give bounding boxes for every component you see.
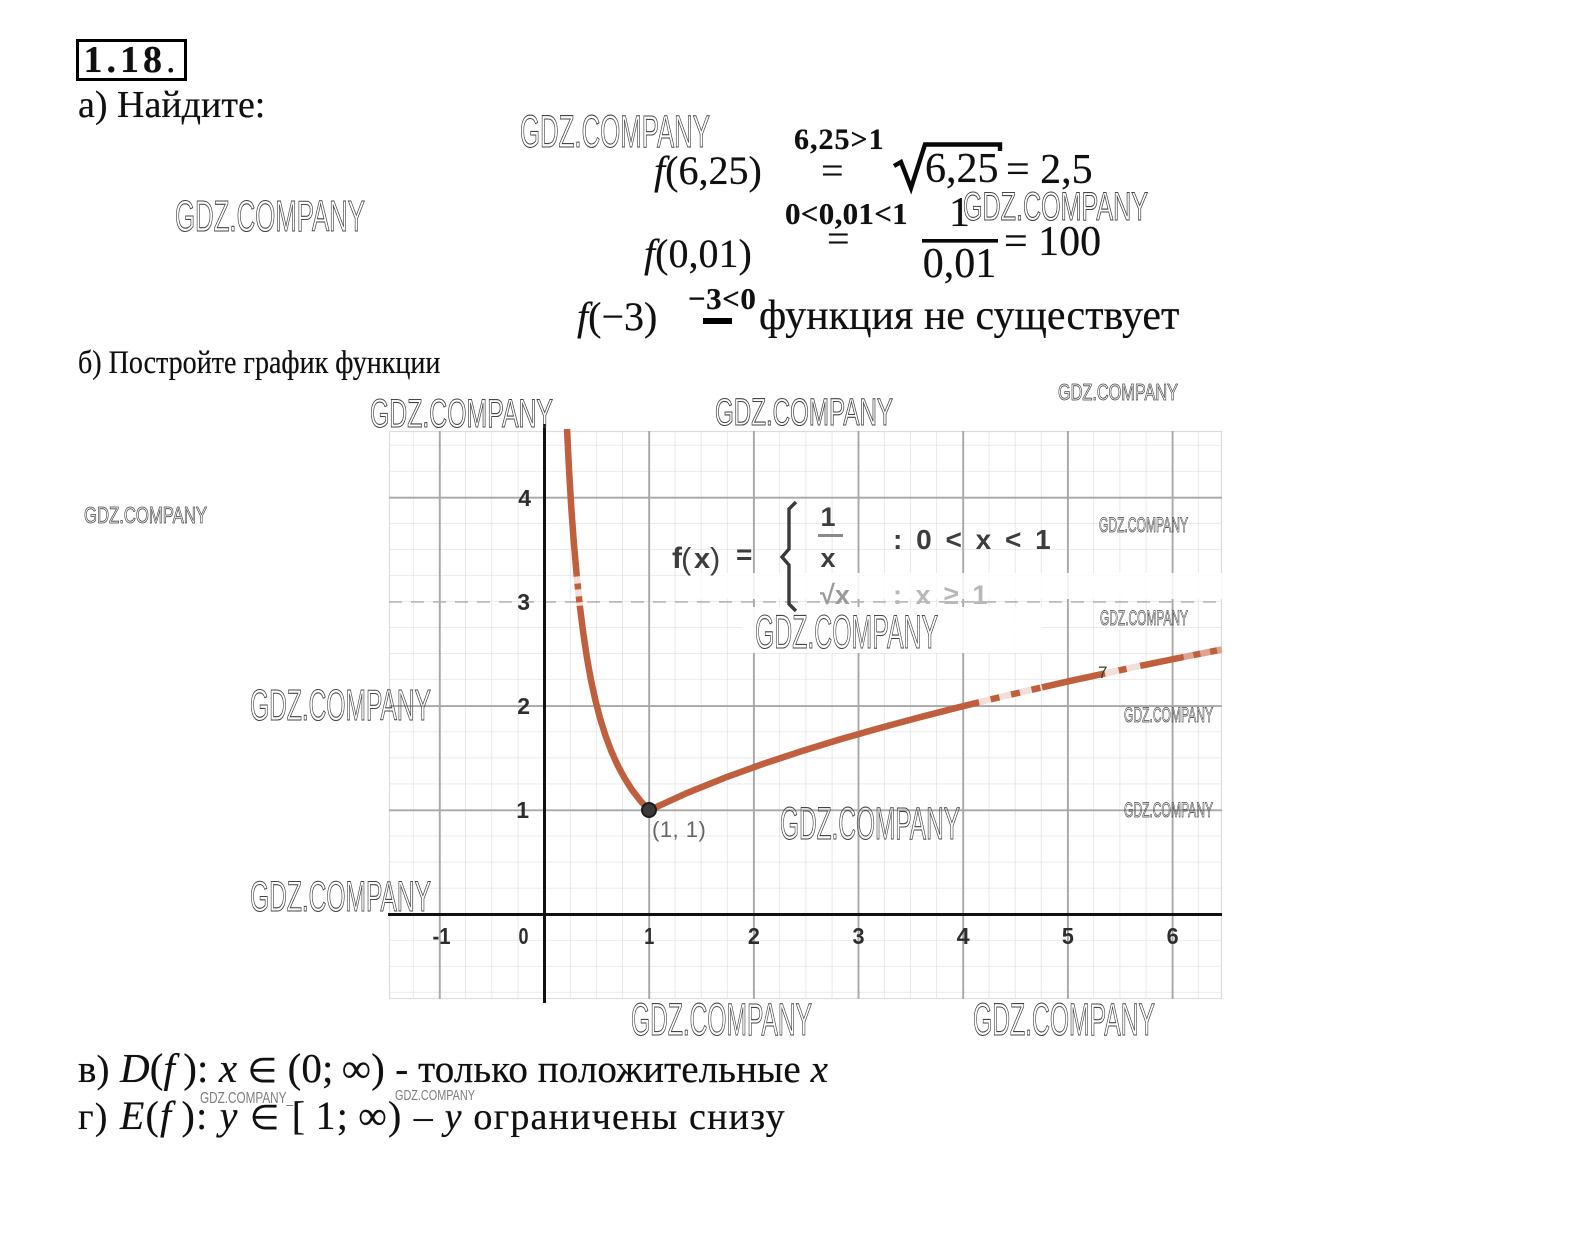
svg-text:GDZ.COMPANY: GDZ.COMPANY xyxy=(395,1087,475,1104)
svg-text:√x: √x xyxy=(820,580,850,610)
svg-text:: x ≥ 1: : x ≥ 1 xyxy=(893,580,990,610)
svg-text:GDZ.COMPANY: GDZ.COMPANY xyxy=(175,192,365,241)
svg-text:-1: -1 xyxy=(433,923,451,949)
svg-text:GDZ.COMPANY: GDZ.COMPANY xyxy=(250,681,431,730)
svg-text:GDZ.COMPANY: GDZ.COMPANY xyxy=(755,605,938,658)
svg-text:GDZ.COMPANY: GDZ.COMPANY xyxy=(1058,379,1178,405)
svg-text:: 0 < x < 1: : 0 < x < 1 xyxy=(893,524,1054,555)
svg-text:GDZ.COMPANY_: GDZ.COMPANY_ xyxy=(200,1090,294,1107)
svg-text:GDZ.COMPANY: GDZ.COMPANY xyxy=(84,502,207,528)
svg-text:GDZ.COMPANY: GDZ.COMPANY xyxy=(715,392,893,434)
svg-text:4: 4 xyxy=(957,923,970,949)
svg-text:GDZ.COMPANY: GDZ.COMPANY xyxy=(1099,514,1188,537)
svg-text:1: 1 xyxy=(820,502,835,532)
svg-text:GDZ.COMPANY: GDZ.COMPANY xyxy=(250,873,431,921)
svg-text:1: 1 xyxy=(644,923,654,949)
svg-text:4: 4 xyxy=(518,485,531,511)
svg-text:GDZ.COMPANY: GDZ.COMPANY xyxy=(1124,704,1213,727)
svg-text:GDZ.COMPANY: GDZ.COMPANY xyxy=(973,994,1155,1045)
svg-text:GDZ.COMPANY: GDZ.COMPANY xyxy=(780,798,960,849)
svg-text:3: 3 xyxy=(853,923,865,949)
svg-text:6: 6 xyxy=(1167,923,1179,949)
svg-text:2: 2 xyxy=(748,923,760,949)
svg-text:GDZ.COMPANY: GDZ.COMPANY xyxy=(370,392,553,436)
svg-text:GDZ.COMPANY: GDZ.COMPANY xyxy=(963,185,1148,229)
svg-text:(: ( xyxy=(681,541,692,576)
svg-text:f: f xyxy=(672,542,683,575)
svg-text:7: 7 xyxy=(1098,663,1107,682)
svg-text:x: x xyxy=(820,543,835,573)
svg-text:GDZ.COMPANY: GDZ.COMPANY xyxy=(1100,607,1188,630)
svg-text:2: 2 xyxy=(517,693,530,719)
svg-text:): ) xyxy=(710,541,720,576)
svg-text:1: 1 xyxy=(516,797,529,823)
svg-text:x: x xyxy=(694,543,710,575)
svg-text:GDZ.COMPANY: GDZ.COMPANY xyxy=(631,994,812,1045)
svg-text:5: 5 xyxy=(1062,923,1074,949)
svg-text:0: 0 xyxy=(519,923,529,949)
svg-text:GDZ.COMPANY: GDZ.COMPANY xyxy=(1124,799,1213,822)
svg-text:3: 3 xyxy=(517,589,530,615)
svg-text:(1, 1): (1, 1) xyxy=(652,817,706,842)
svg-text:GDZ.COMPANY: GDZ.COMPANY xyxy=(520,106,710,157)
svg-text:=: = xyxy=(736,539,752,570)
